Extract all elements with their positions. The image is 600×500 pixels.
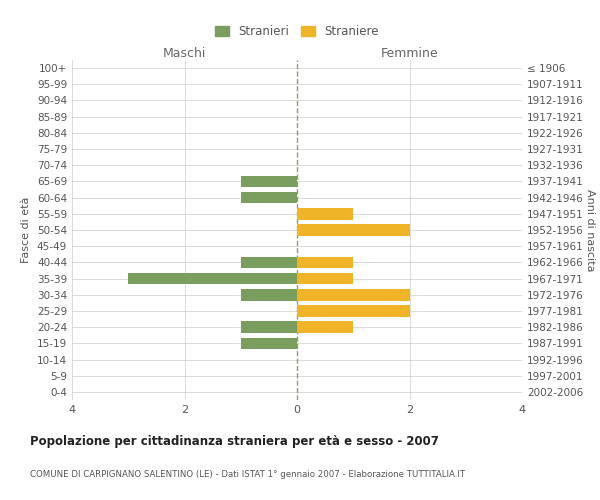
Bar [297,272,353,284]
Text: Popolazione per cittadinanza straniera per età e sesso - 2007: Popolazione per cittadinanza straniera p… [30,435,439,448]
Y-axis label: Fasce di età: Fasce di età [22,197,31,263]
Bar [241,192,297,203]
Text: COMUNE DI CARPIGNANO SALENTINO (LE) - Dati ISTAT 1° gennaio 2007 - Elaborazione : COMUNE DI CARPIGNANO SALENTINO (LE) - Da… [30,470,465,479]
Bar [241,338,297,349]
Bar [241,176,297,188]
Bar [297,322,353,333]
Bar [297,289,409,300]
Bar [241,289,297,300]
Bar [241,256,297,268]
Bar [297,208,353,220]
Text: Femmine: Femmine [380,47,439,60]
Bar [297,256,353,268]
Bar [297,224,409,236]
Bar [297,305,409,317]
Y-axis label: Anni di nascita: Anni di nascita [585,188,595,271]
Bar [241,322,297,333]
Bar [128,272,297,284]
Legend: Stranieri, Straniere: Stranieri, Straniere [215,25,379,38]
Text: Maschi: Maschi [163,47,206,60]
